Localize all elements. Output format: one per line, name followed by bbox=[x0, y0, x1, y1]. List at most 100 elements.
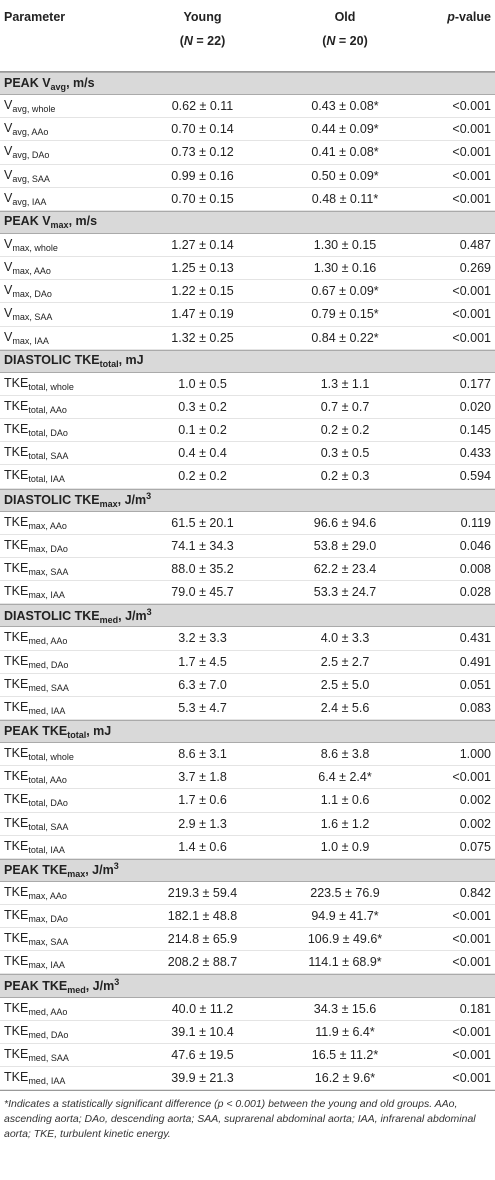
parameter: TKEtotal, SAA bbox=[0, 445, 135, 461]
old-cell: 106.9 ± 49.6* bbox=[307, 932, 383, 947]
text-segment: max, SAA bbox=[28, 567, 69, 578]
text-segment: total, IAA bbox=[28, 474, 65, 485]
old-cell: 94.9 ± 41.7* bbox=[311, 909, 379, 924]
text-segment: TKE bbox=[4, 908, 29, 923]
parameter: TKEmed, SAA bbox=[0, 677, 135, 693]
header-row: Parameter Young Old p-value bbox=[0, 0, 495, 34]
parameter: Vavg, AAo bbox=[0, 121, 135, 137]
parameter: TKEmed, SAA bbox=[0, 1047, 135, 1063]
section-row: PEAK Vmax, m/s bbox=[0, 210, 495, 234]
table-body: PEAK Vavg, m/s Vavg, whole 0.62 ± 0.11 0.43… bbox=[0, 72, 495, 1091]
text-segment: total, AAo bbox=[28, 405, 67, 416]
data-row: TKEmed, DAo 1.7 ± 4.5 2.5 ± 2.7 0.491 bbox=[0, 651, 495, 674]
text-segment: PEAK TKE bbox=[4, 979, 68, 994]
section-title: PEAK TKEtotal, mJ bbox=[0, 724, 135, 740]
old-cell: 6.4 ± 2.4* bbox=[318, 770, 372, 785]
footnote: *Indicates a statistically significant d… bbox=[0, 1090, 495, 1142]
p-cell: 0.145 bbox=[459, 423, 491, 438]
young-cell: 0.70 ± 0.14 bbox=[171, 122, 234, 137]
text-segment: 3 bbox=[114, 977, 120, 988]
text-segment: V bbox=[4, 121, 13, 136]
parameter: Vmax, IAA bbox=[0, 330, 135, 346]
young-cell: 88.0 ± 35.2 bbox=[171, 562, 234, 577]
old-cell: 1.1 ± 0.6 bbox=[320, 793, 370, 808]
p-cell: 0.008 bbox=[459, 562, 491, 577]
text-segment: avg bbox=[50, 81, 67, 92]
old-cell: 16.2 ± 9.6* bbox=[314, 1071, 376, 1086]
old-cell: 11.9 ± 6.4* bbox=[315, 1024, 375, 1039]
text-segment: V bbox=[4, 237, 13, 252]
text-segment: TKE bbox=[4, 1023, 29, 1038]
old-cell: 1.6 ± 1.2 bbox=[320, 816, 370, 831]
parameter: TKEmed, IAA bbox=[0, 1070, 135, 1086]
text-segment: TKE bbox=[4, 884, 29, 899]
old-cell: 0.50 ± 0.09* bbox=[311, 168, 379, 183]
text-segment: med, SAA bbox=[28, 682, 69, 693]
text-segment: ( bbox=[179, 34, 184, 48]
text-segment: max bbox=[50, 220, 69, 231]
text-segment: total, AAo bbox=[28, 775, 67, 786]
text-segment: TKE bbox=[4, 399, 29, 414]
data-row: TKEtotal, DAo 1.7 ± 0.6 1.1 ± 0.6 0.002 bbox=[0, 789, 495, 813]
p-cell: 0.028 bbox=[459, 585, 491, 600]
text-segment: med, DAo bbox=[28, 1029, 69, 1040]
data-row: Vavg, AAo 0.70 ± 0.14 0.44 ± 0.09* <0.001 bbox=[0, 118, 495, 142]
parameter: TKEmax, AAo bbox=[0, 885, 135, 901]
young-cell: 214.8 ± 65.9 bbox=[167, 932, 238, 947]
text-segment: , J/m bbox=[85, 863, 114, 878]
data-row: TKEmed, SAA 6.3 ± 7.0 2.5 ± 5.0 0.051 bbox=[0, 674, 495, 697]
young-cell: 1.27 ± 0.14 bbox=[171, 238, 234, 253]
text-segment: max, IAA bbox=[28, 590, 65, 601]
parameter: Vmax, whole bbox=[0, 237, 135, 253]
old-cell: 0.48 ± 0.11* bbox=[311, 191, 379, 206]
parameter: Vmax, AAo bbox=[0, 260, 135, 276]
section-row: PEAK Vavg, m/s bbox=[0, 72, 495, 96]
p-cell: 0.083 bbox=[459, 700, 491, 715]
young-cell: 8.6 ± 3.1 bbox=[178, 747, 227, 762]
text-segment: TKE bbox=[4, 422, 29, 437]
data-row: Vmax, DAo 1.22 ± 0.15 0.67 ± 0.09* <0.001 bbox=[0, 280, 495, 304]
old-cell: 223.5 ± 76.9 bbox=[310, 885, 380, 900]
text-segment: , m/s bbox=[66, 75, 95, 90]
old-cell: 0.2 ± 0.2 bbox=[320, 423, 370, 438]
text-segment: max, SAA bbox=[12, 312, 53, 323]
group-count: (N = 20) bbox=[270, 34, 420, 48]
text-segment: TKE bbox=[4, 931, 29, 946]
young-cell: 1.7 ± 0.6 bbox=[178, 793, 227, 808]
p-cell: <0.001 bbox=[452, 1024, 491, 1039]
data-row: TKEtotal, whole 8.6 ± 3.1 8.6 ± 3.8 1.000 bbox=[0, 743, 495, 767]
p-cell: 0.020 bbox=[459, 400, 491, 415]
old-cell: 1.3 ± 1.1 bbox=[320, 376, 370, 391]
data-row: TKEmax, DAo 182.1 ± 48.8 94.9 ± 41.7* <0.00… bbox=[0, 905, 495, 929]
parameter: TKEtotal, AAo bbox=[0, 769, 135, 785]
young-cell: 3.2 ± 3.3 bbox=[178, 631, 227, 646]
young-cell: 182.1 ± 48.8 bbox=[167, 909, 238, 924]
old-cell: 0.84 ± 0.22* bbox=[311, 330, 379, 345]
p-cell: <0.001 bbox=[452, 932, 491, 947]
young-cell: 1.47 ± 0.19 bbox=[171, 307, 234, 322]
data-row: Vavg, DAo 0.73 ± 0.12 0.41 ± 0.08* <0.001 bbox=[0, 141, 495, 165]
data-row: Vmax, IAA 1.32 ± 0.25 0.84 ± 0.22* <0.001 bbox=[0, 327, 495, 350]
column-header: p-value bbox=[420, 10, 491, 24]
old-cell: 0.43 ± 0.08* bbox=[311, 99, 379, 114]
text-segment: total, DAo bbox=[28, 428, 68, 439]
parameter: TKEmed, AAo bbox=[0, 1001, 135, 1017]
p-cell: <0.001 bbox=[452, 99, 491, 114]
text-segment: V bbox=[4, 306, 13, 321]
old-cell: 0.2 ± 0.3 bbox=[320, 469, 370, 484]
parameter: TKEtotal, IAA bbox=[0, 468, 135, 484]
old-cell: 0.44 ± 0.09* bbox=[311, 122, 379, 137]
data-row: TKEmax, IAA 208.2 ± 88.7 114.1 ± 68.9* <0.0… bbox=[0, 951, 495, 975]
p-cell: <0.001 bbox=[452, 168, 491, 183]
text-segment: TKE bbox=[4, 1070, 29, 1085]
old-cell: 2.4 ± 5.6 bbox=[320, 700, 370, 715]
parameter: TKEmax, DAo bbox=[0, 908, 135, 924]
data-row: TKEmed, AAo 3.2 ± 3.3 4.0 ± 3.3 0.431 bbox=[0, 627, 495, 651]
text-segment: V bbox=[4, 144, 13, 159]
p-cell: 1.000 bbox=[459, 747, 491, 762]
text-segment: TKE bbox=[4, 699, 29, 714]
parameter: Vavg, SAA bbox=[0, 168, 135, 184]
data-row: TKEtotal, AAo 3.7 ± 1.8 6.4 ± 2.4* <0.001 bbox=[0, 766, 495, 790]
text-segment: TKE bbox=[4, 653, 29, 668]
text-segment: max, DAo bbox=[12, 289, 52, 300]
